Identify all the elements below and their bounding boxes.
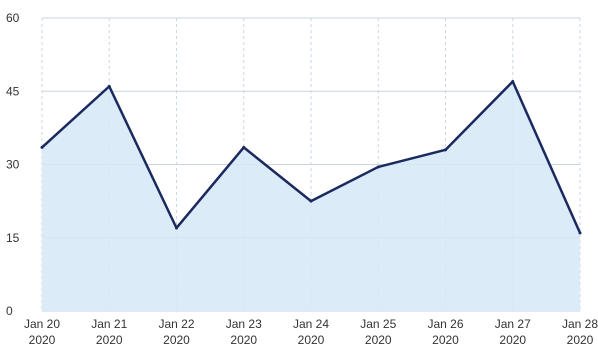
y-tick-label: 60 [6,11,20,25]
data-point [40,145,44,149]
x-tick-label: Jan 27 2020 [495,317,531,347]
x-tick-label-year: 2020 [29,333,56,347]
data-point [444,148,447,152]
x-tick-label: Jan 25 2020 [360,317,396,347]
x-tick-label-year: 2020 [230,333,257,347]
x-tick-label-date: Jan 27 [495,317,531,331]
x-tick-label: Jan 22 2020 [158,317,194,347]
x-tick-label: Jan 28 2020 [562,317,598,347]
x-tick-label: Jan 23 2020 [226,317,262,347]
x-tick-label-date: Jan 21 [91,317,127,331]
x-tick-label: Jan 21 2020 [91,317,127,347]
x-tick-label-date: Jan 25 [360,317,396,331]
x-tick-label-date: Jan 20 [24,317,60,331]
data-point [578,231,582,235]
data-point [242,145,246,149]
x-tick-label-date: Jan 22 [158,317,194,331]
x-tick-label-year: 2020 [365,333,392,347]
data-point [107,84,111,88]
x-tick-label: Jan 24 2020 [293,317,329,347]
series-line-layer [40,79,582,235]
y-tick-label: 45 [6,84,20,98]
x-tick-label: Jan 20 2020 [24,317,60,347]
x-tick-label-date: Jan 26 [427,317,463,331]
data-point [175,226,178,230]
x-tick-label-date: Jan 23 [226,317,262,331]
data-point [309,199,313,203]
x-tick-label: Jan 26 2020 [427,317,463,347]
x-axis-ticks: Jan 20 2020 Jan 21 2020 Jan 22 2020 Jan 23 2020… [24,317,598,347]
data-point [376,165,380,169]
y-axis-ticks: 0 15 30 45 60 [6,11,20,318]
x-tick-label-year: 2020 [298,333,325,347]
x-tick-label-date: Jan 28 [562,317,598,331]
y-tick-label: 0 [6,304,13,318]
area-fill-layer [42,81,580,311]
data-point [511,79,515,83]
x-tick-label-year: 2020 [432,333,459,347]
x-tick-label-year: 2020 [567,333,594,347]
y-tick-label: 15 [6,231,20,245]
x-tick-label-year: 2020 [163,333,190,347]
x-tick-label-date: Jan 24 [293,317,329,331]
y-tick-label: 30 [6,158,20,172]
x-tick-label-year: 2020 [96,333,123,347]
x-tick-label-year: 2020 [499,333,526,347]
series-area-fill [42,81,580,311]
